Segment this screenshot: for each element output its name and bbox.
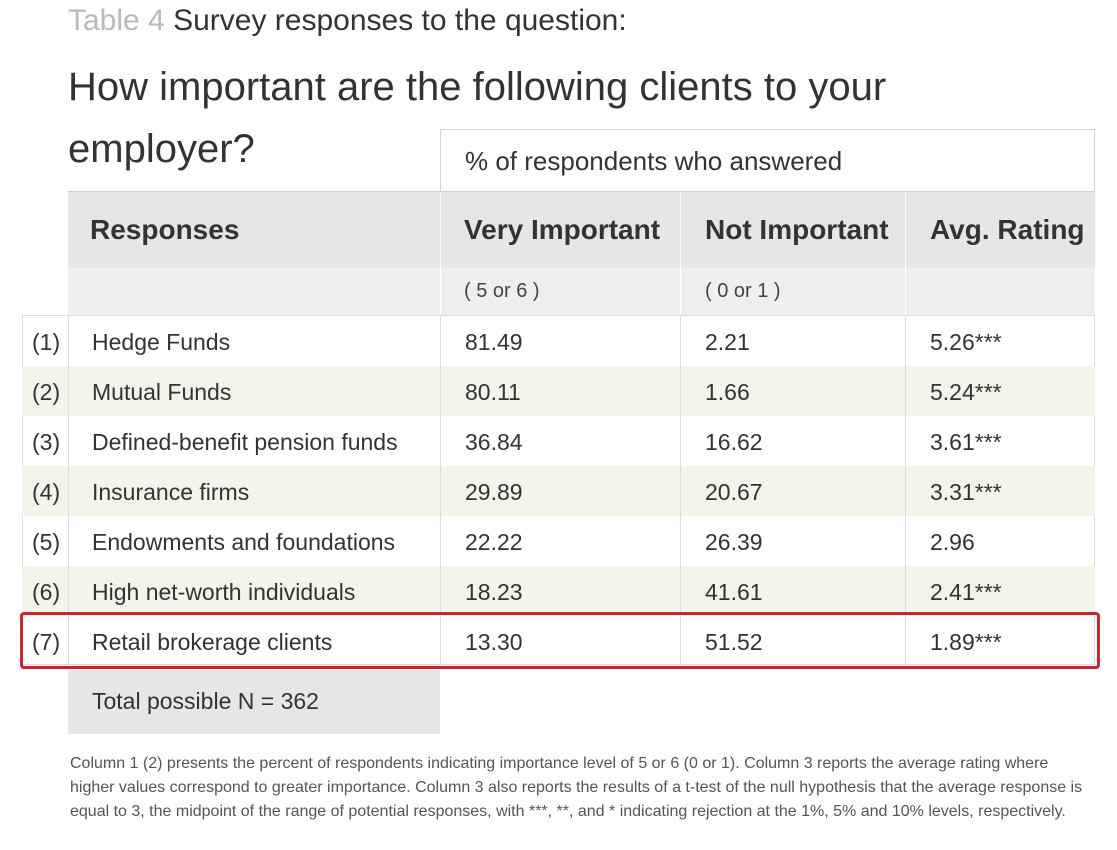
avg-rating-value: 5.24*** [930,379,1002,405]
row-label: Defined-benefit pension funds [92,429,398,455]
not-important-value: 1.66 [705,379,750,405]
avg-rating-value: 2.96 [930,529,975,555]
column-divider [905,315,906,665]
row-number: (4) [32,479,61,505]
table-row: (4) Insurance firms 29.89 20.67 3.31*** [22,466,1095,516]
not-important-value: 41.61 [705,579,763,605]
question-intro: Survey responses to the question: [173,4,627,37]
subheader-very-important: ( 5 or 6 ) [464,280,540,302]
header-responses: Responses [90,214,240,245]
not-important-value: 16.62 [705,429,763,455]
not-important-value: 26.39 [705,529,763,555]
table-row: (5) Endowments and foundations 22.22 26.… [22,516,1095,566]
avg-rating-value: 2.41*** [930,579,1002,605]
very-important-value: 18.23 [465,579,523,605]
very-important-value: 81.49 [465,329,523,355]
table-row: (6) High net-worth individuals 18.23 41.… [22,566,1095,616]
row-number: (2) [32,379,61,405]
highlight-box [20,612,1100,669]
row-label: Mutual Funds [92,379,232,405]
row-label: Insurance firms [92,479,250,505]
page-title: How important are the following clients … [68,65,887,171]
not-important-value: 2.21 [705,329,750,355]
column-divider [680,315,681,665]
table-row: (2) Mutual Funds 80.11 1.66 5.24*** [22,366,1095,416]
very-important-value: 22.22 [465,529,523,555]
header-divider [905,192,906,316]
avg-rating-value: 3.31*** [930,479,1002,505]
very-important-value: 13.30 [465,629,523,655]
header-not-important: Not Important [705,214,889,245]
row-label: High net-worth individuals [92,579,356,605]
header-divider [680,192,681,316]
header-divider [440,192,441,316]
column-divider [440,315,441,665]
avg-rating-value: 5.26*** [930,329,1002,355]
table-row: (1) Hedge Funds 81.49 2.21 5.26*** [22,316,1095,366]
group-header: % of respondents who answered [440,129,1095,191]
table-header: Responses Very Important Not Important A… [68,191,1095,316]
table-caption: Table 4 Survey responses to the question… [68,4,627,38]
header-avg-rating: Avg. Rating [930,214,1085,245]
total-cell: Total possible N = 362 [68,670,440,734]
table-footnote: Column 1 (2) presents the percent of res… [70,755,1083,820]
not-important-value: 20.67 [705,479,763,505]
row-number: (6) [32,579,61,605]
row-number: (7) [32,629,61,655]
row-label: Retail brokerage clients [92,629,333,655]
table-row-highlighted: (7) Retail brokerage clients 13.30 51.52… [22,616,1095,666]
table-number: Table 4 [68,4,165,37]
group-header-label: % of respondents who answered [465,146,843,176]
avg-rating-value: 3.61*** [930,429,1002,455]
row-number: (1) [32,329,61,355]
table-row: (3) Defined-benefit pension funds 36.84 … [22,416,1095,466]
table-subheader-band [68,268,1095,316]
very-important-value: 80.11 [465,379,521,405]
row-number: (3) [32,429,61,455]
avg-rating-value: 1.89*** [930,629,1002,655]
subheader-not-important: ( 0 or 1 ) [705,280,781,302]
row-label: Endowments and foundations [92,529,396,555]
total-label: Total possible N = 362 [92,688,319,714]
not-important-value: 51.52 [705,629,763,655]
row-label: Hedge Funds [92,329,231,355]
column-divider [68,315,69,665]
header-very-important: Very Important [464,214,661,245]
row-number: (5) [32,529,61,555]
very-important-value: 29.89 [465,479,523,505]
very-important-value: 36.84 [465,429,523,455]
